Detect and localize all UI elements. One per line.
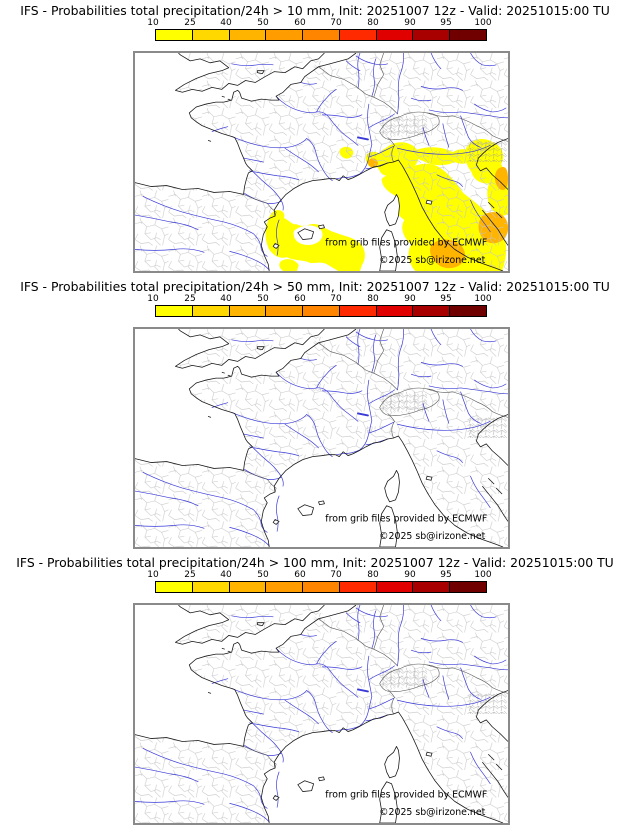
credit-text: from grib files provided by ECMWF: [325, 513, 487, 524]
probability-colorbar: [155, 305, 487, 317]
colorbar-segment: [303, 582, 340, 592]
page-title: IFS - Probabilities total precipitation/…: [20, 3, 610, 18]
map-canvas: from grib files provided by ECMWF ©2025 …: [133, 603, 510, 825]
probability-colorbar: [155, 29, 487, 41]
colorbar-segment: [376, 306, 414, 316]
colorbar-tick-label: 100: [474, 570, 492, 580]
colorbar-segment: [376, 582, 414, 592]
map-canvas: from grib files provided by ECMWF ©2025 …: [133, 327, 510, 549]
panel-100mm: IFS - Probabilities total precipitation/…: [0, 555, 630, 825]
colorbar-tick-label: 70: [330, 18, 342, 28]
copyright-text: ©2025 sb@irizone.net: [379, 255, 485, 266]
copyright-text: ©2025 sb@irizone.net: [379, 531, 485, 542]
colorbar-segment: [192, 582, 230, 592]
panel-50mm: IFS - Probabilities total precipitation/…: [0, 279, 630, 549]
colorbar-tick-label: 100: [474, 294, 492, 304]
probability-colorbar: [155, 581, 487, 593]
colorbar-tick-label: 60: [294, 18, 306, 28]
colorbar-tick-label: 100: [474, 18, 492, 28]
colorbar-segment: [450, 306, 487, 316]
credit-text: from grib files provided by ECMWF: [325, 789, 487, 800]
colorbar-tick-label: 80: [367, 294, 379, 304]
colorbar-tick-labels: 10 25 40 50 60 70 80 90 95 100: [147, 18, 491, 29]
credit-text: from grib files provided by ECMWF: [325, 237, 487, 248]
colorbar-segment: [156, 30, 193, 40]
colorbar-segment: [450, 30, 487, 40]
colorbar-tick-label: 40: [220, 294, 232, 304]
colorbar-segment: [229, 30, 267, 40]
colorbar-segment: [450, 582, 487, 592]
colorbar-tick-label: 50: [257, 294, 269, 304]
copyright-text: ©2025 sb@irizone.net: [379, 807, 485, 818]
colorbar-tick-label: 50: [257, 18, 269, 28]
colorbar-tick-label: 80: [367, 18, 379, 28]
colorbar-segment: [192, 30, 230, 40]
colorbar-segment: [266, 306, 304, 316]
colorbar-tick-label: 50: [257, 570, 269, 580]
colorbar-tick-label: 80: [367, 570, 379, 580]
colorbar-segment: [339, 306, 377, 316]
colorbar-tick-label: 10: [147, 570, 159, 580]
colorbar-tick-label: 90: [404, 570, 416, 580]
map-canvas: from grib files provided by ECMWF ©2025 …: [133, 51, 510, 273]
colorbar-tick-label: 10: [147, 18, 159, 28]
colorbar-tick-label: 70: [330, 570, 342, 580]
colorbar-segment: [413, 306, 451, 316]
colorbar-tick-label: 95: [440, 570, 452, 580]
colorbar-tick-label: 25: [184, 570, 196, 580]
page-title: IFS - Probabilities total precipitation/…: [16, 555, 614, 570]
colorbar-tick-label: 60: [294, 294, 306, 304]
colorbar-tick-labels: 10 25 40 50 60 70 80 90 95 100: [147, 294, 491, 305]
panel-10mm: IFS - Probabilities total precipitation/…: [0, 3, 630, 273]
weather-map-100mm: from grib files provided by ECMWF ©2025 …: [135, 605, 508, 823]
colorbar-segment: [413, 582, 451, 592]
colorbar-segment: [266, 582, 304, 592]
colorbar-segment: [339, 30, 377, 40]
colorbar-tick-labels: 10 25 40 50 60 70 80 90 95 100: [147, 570, 491, 581]
colorbar-tick-label: 10: [147, 294, 159, 304]
colorbar-segment: [156, 306, 193, 316]
colorbar-tick-label: 70: [330, 294, 342, 304]
weather-map-50mm: from grib files provided by ECMWF ©2025 …: [135, 329, 508, 547]
colorbar-tick-label: 25: [184, 294, 196, 304]
colorbar-segment: [229, 582, 267, 592]
weather-map-10mm: from grib files provided by ECMWF ©2025 …: [135, 53, 508, 271]
colorbar-segment: [376, 30, 414, 40]
colorbar-segment: [156, 582, 193, 592]
colorbar-tick-label: 90: [404, 18, 416, 28]
colorbar-tick-label: 95: [440, 294, 452, 304]
colorbar-segment: [266, 30, 304, 40]
colorbar-segment: [229, 306, 267, 316]
colorbar-segment: [303, 30, 340, 40]
colorbar-segment: [192, 306, 230, 316]
colorbar-segment: [413, 30, 451, 40]
colorbar-segment: [339, 582, 377, 592]
colorbar-tick-label: 40: [220, 570, 232, 580]
colorbar-tick-label: 95: [440, 18, 452, 28]
colorbar-tick-label: 25: [184, 18, 196, 28]
colorbar-tick-label: 40: [220, 18, 232, 28]
colorbar-tick-label: 90: [404, 294, 416, 304]
page-title: IFS - Probabilities total precipitation/…: [20, 279, 610, 294]
colorbar-segment: [303, 306, 340, 316]
colorbar-tick-label: 60: [294, 570, 306, 580]
